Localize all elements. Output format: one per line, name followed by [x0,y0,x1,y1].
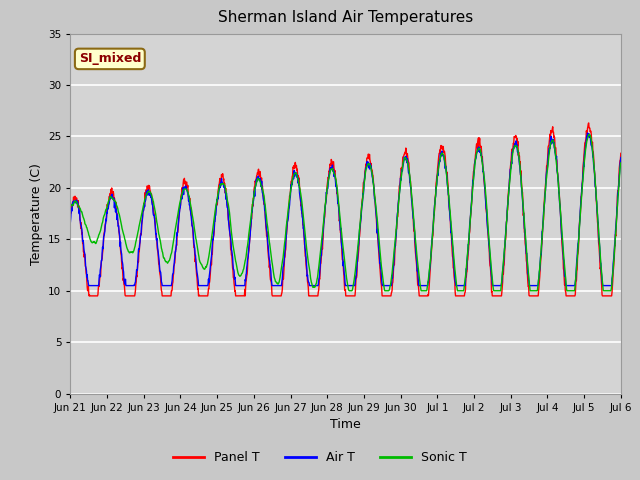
Text: SI_mixed: SI_mixed [79,52,141,65]
Air T [617,155,625,160]
Sonic T [431,196,439,202]
Panel T [504,208,511,214]
Air T [189,230,197,236]
Sonic T [67,202,74,207]
Air T [176,206,184,212]
Sonic T [552,155,559,160]
Air T [504,207,511,213]
Sonic T [504,211,511,217]
Panel T [251,184,259,190]
Air T [552,155,559,160]
Panel T [85,293,93,299]
Y-axis label: Temperature (C): Temperature (C) [29,163,43,264]
Air T [85,283,93,288]
Panel T [189,232,197,238]
Panel T [431,194,439,200]
Sonic T [346,288,353,294]
X-axis label: Time: Time [330,418,361,431]
Line: Air T: Air T [70,133,621,286]
Line: Panel T: Panel T [70,123,621,296]
Air T [67,219,74,225]
Sonic T [586,132,593,137]
Sonic T [250,189,258,194]
Panel T [67,207,74,213]
Sonic T [617,160,625,166]
Legend: Panel T, Air T, Sonic T: Panel T, Air T, Sonic T [168,446,472,469]
Panel T [176,204,184,210]
Sonic T [175,202,183,208]
Panel T [552,145,559,151]
Air T [584,130,591,136]
Air T [431,195,439,201]
Air T [251,193,259,199]
Title: Sherman Island Air Temperatures: Sherman Island Air Temperatures [218,11,473,25]
Line: Sonic T: Sonic T [70,134,621,291]
Panel T [617,150,625,156]
Panel T [585,120,593,126]
Sonic T [189,215,196,221]
